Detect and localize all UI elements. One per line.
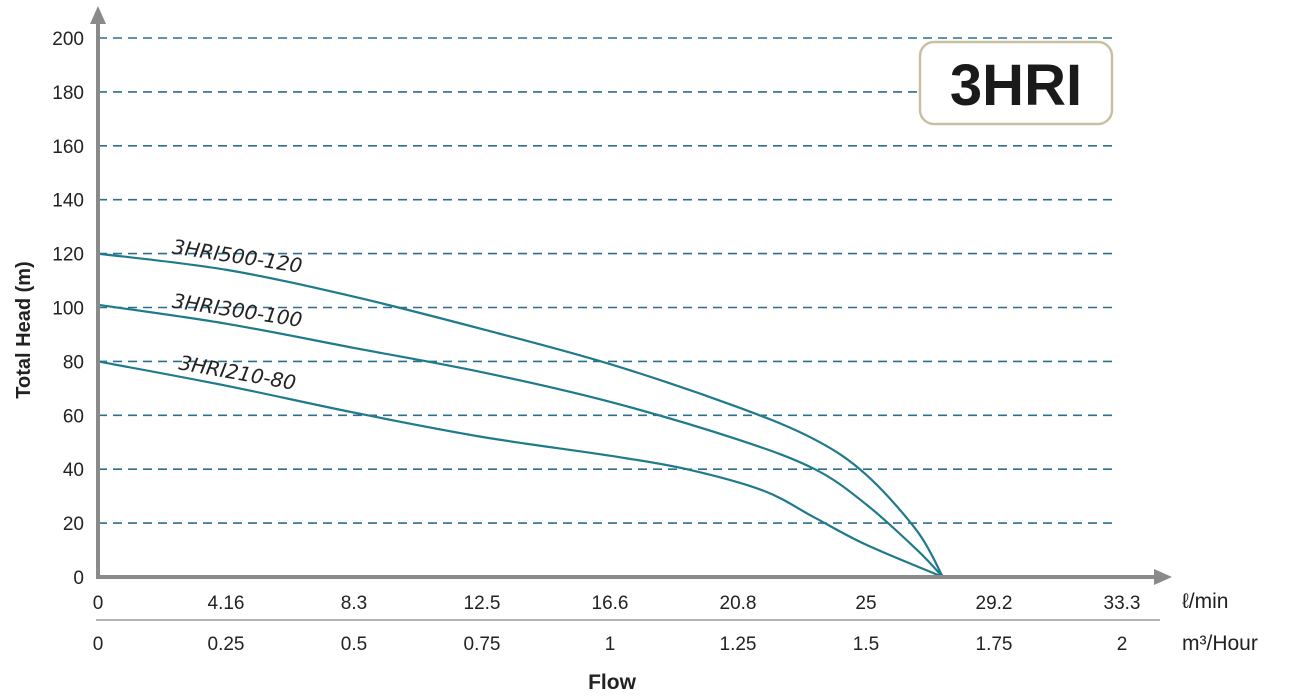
x-tick-label-secondary: 0.25 <box>208 634 245 655</box>
y-tick-label: 80 <box>63 352 84 373</box>
series-line-2 <box>97 360 944 579</box>
y-tick-label: 60 <box>63 406 84 427</box>
x-tick-label-secondary: 1.75 <box>976 634 1013 655</box>
x-unit-secondary: m³/Hour <box>1182 632 1258 655</box>
series-lines <box>97 252 944 579</box>
y-tick-labels: 0 20 40 60 80 100 120 140 160 180 200 <box>52 29 84 589</box>
x-tick-label-primary: 12.5 <box>464 593 501 614</box>
y-tick-label: 0 <box>73 568 84 589</box>
x-tick-labels-primary: 0 4.16 8.3 12.5 16.6 20.8 25 29.2 33.3 <box>93 593 1141 614</box>
y-tick-label: 40 <box>63 460 84 481</box>
x-tick-label-secondary: 1.5 <box>853 634 879 655</box>
x-tick-label-primary: 4.16 <box>208 593 245 614</box>
x-tick-label-secondary: 2 <box>1117 634 1128 655</box>
y-tick-label: 180 <box>52 83 84 104</box>
x-tick-label-secondary: 0.5 <box>341 634 367 655</box>
x-tick-label-secondary: 0 <box>93 634 104 655</box>
x-tick-label-primary: 25 <box>855 593 876 614</box>
y-tick-label: 120 <box>52 245 84 266</box>
x-axis-arrow-icon <box>1154 569 1172 585</box>
model-badge-frame <box>918 40 1114 126</box>
series-line-1 <box>97 303 944 578</box>
x-tick-label-primary: 33.3 <box>1104 593 1141 614</box>
y-tick-label: 200 <box>52 29 84 50</box>
x-tick-labels-secondary: 0 0.25 0.5 0.75 1 1.25 1.5 1.75 2 <box>93 634 1128 655</box>
x-unit-primary: ℓ/min <box>1182 590 1228 613</box>
x-tick-label-primary: 20.8 <box>720 593 757 614</box>
series-line-0 <box>97 252 944 578</box>
x-tick-label-secondary: 1 <box>605 634 616 655</box>
x-tick-label-primary: 29.2 <box>976 593 1013 614</box>
y-tick-label: 160 <box>52 137 84 158</box>
y-axis-arrow-icon <box>90 6 106 24</box>
x-tick-label-secondary: 0.75 <box>464 634 501 655</box>
y-tick-label: 140 <box>52 191 84 212</box>
y-tick-label: 100 <box>52 299 84 320</box>
x-tick-label-secondary: 1.25 <box>720 634 757 655</box>
x-axis-label: Flow <box>588 671 636 694</box>
grid-lines <box>98 37 1112 524</box>
y-tick-label: 20 <box>63 514 84 535</box>
x-tick-label-primary: 8.3 <box>341 593 367 614</box>
x-tick-label-primary: 16.6 <box>592 593 629 614</box>
model-badge-text: 3HRI <box>950 53 1082 118</box>
model-badge: 3HRI <box>918 40 1114 126</box>
x-tick-label-primary: 0 <box>93 593 104 614</box>
y-axis-label: Total Head (m) <box>13 261 35 398</box>
